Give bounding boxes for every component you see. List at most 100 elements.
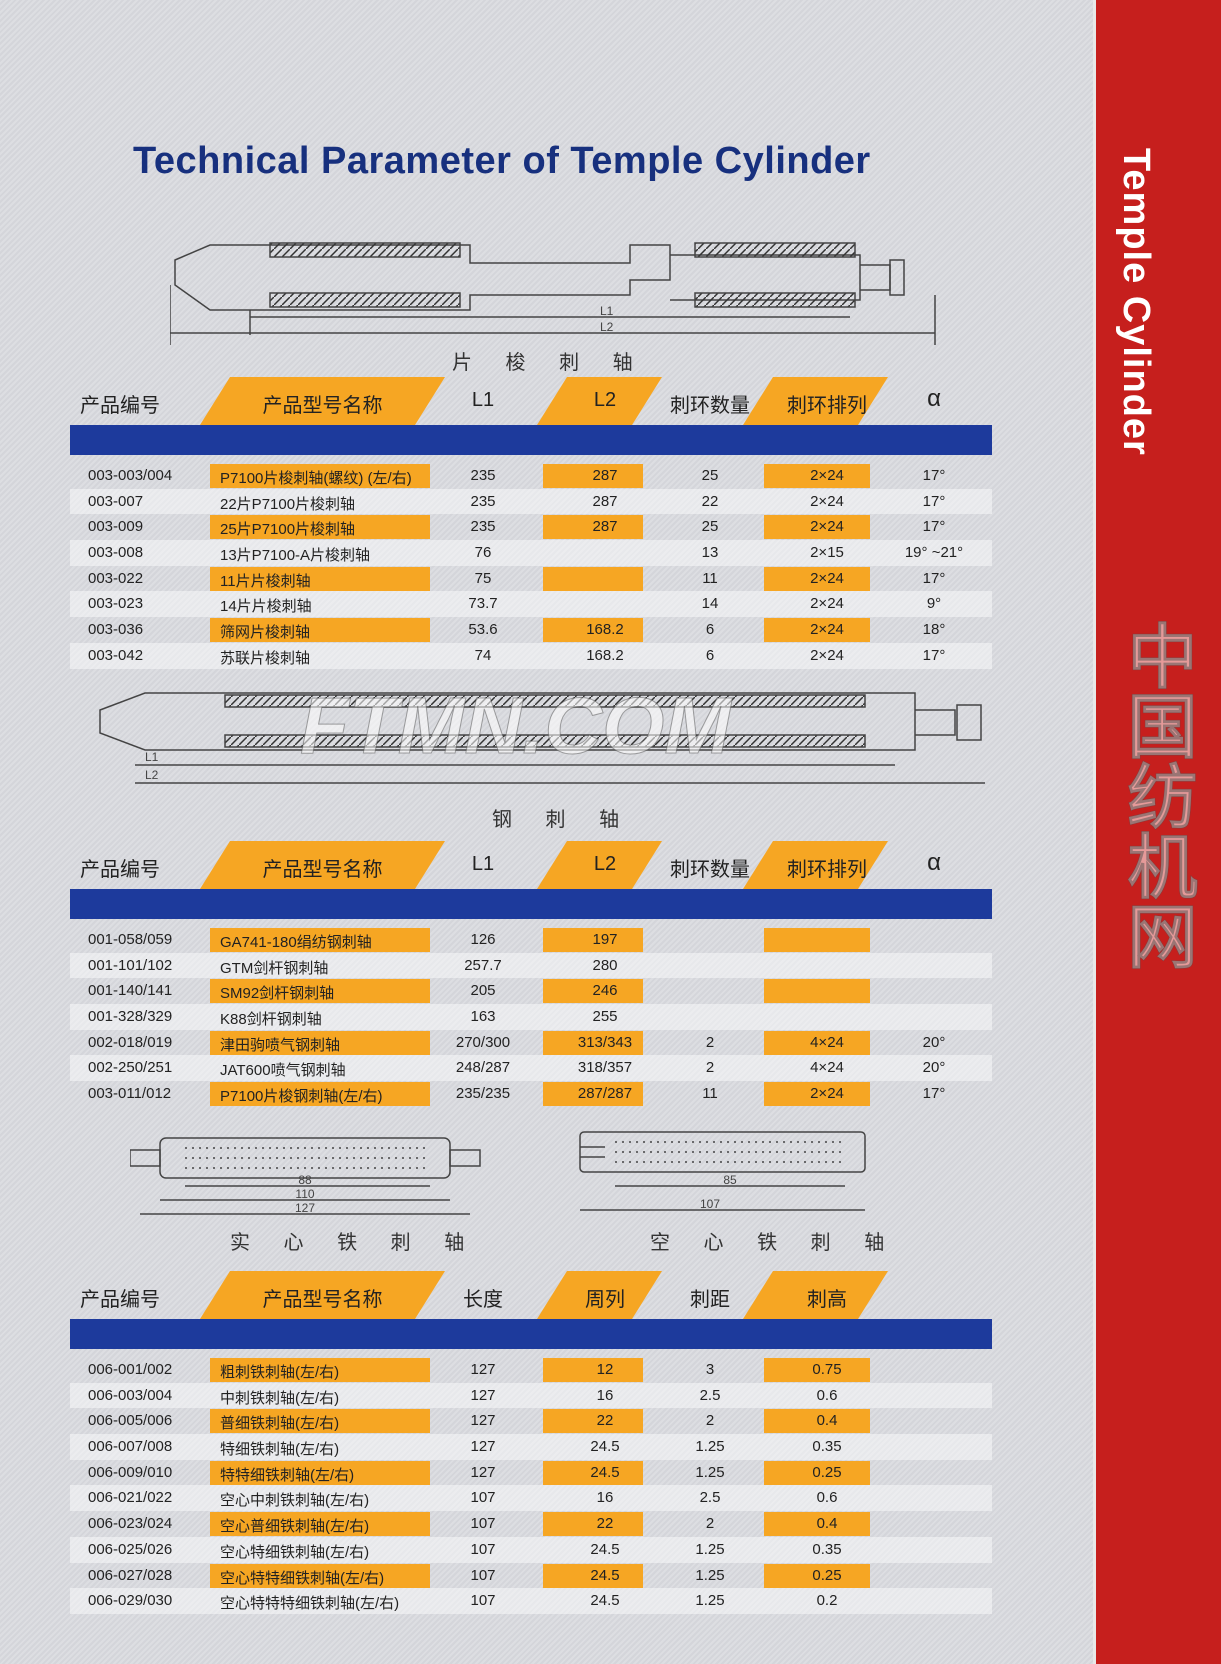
column-header: L2 xyxy=(593,853,617,875)
cell-value: 107 xyxy=(470,1566,496,1584)
cell-value: 74 xyxy=(474,646,492,664)
product-name: 苏联片梭刺轴 xyxy=(220,649,311,667)
cell-highlight xyxy=(543,1460,643,1485)
cell-value: 2×24 xyxy=(810,646,844,664)
cell-value: 107 xyxy=(470,1592,496,1610)
cell-highlight xyxy=(543,928,643,952)
cell-highlight xyxy=(543,979,643,1004)
cell-highlight xyxy=(543,1030,643,1055)
table-row: 006-021/022 空心中刺铁刺轴(左/右) 107 16 2.5 0.6 xyxy=(70,1485,992,1512)
cell-value: 2×24 xyxy=(810,467,844,484)
cell-highlight xyxy=(543,1409,643,1434)
cell-value: 0.6 xyxy=(816,1386,838,1404)
product-name: 11片片梭刺轴 xyxy=(220,572,311,590)
cell-value: 248/287 xyxy=(455,1059,511,1077)
cell-value: 1.25 xyxy=(695,1540,725,1558)
product-name: 特特细铁刺轴(左/右) xyxy=(220,1466,355,1484)
product-code: 003-011/012 xyxy=(88,1085,172,1103)
cell-highlight xyxy=(764,618,870,643)
product-code: 003-008 xyxy=(88,544,144,562)
table-row: 001-140/141 SM92剑杆钢刺轴 205 246 xyxy=(70,978,992,1004)
cell-highlight xyxy=(764,1563,870,1588)
cell-value: 2.5 xyxy=(699,1489,721,1507)
table-row: 002-018/019 津田驹喷气钢刺轴 270/300 313/343 2 4×24 20… xyxy=(70,1030,992,1056)
product-code: 003-036 xyxy=(88,621,144,639)
page-background xyxy=(0,0,1093,1664)
side-title: Temple Cylinder xyxy=(1115,148,1157,456)
product-code: 003-003/004 xyxy=(88,467,173,484)
product-name: 粗刺铁刺轴(左/右) xyxy=(220,1364,340,1381)
cell-value: 107 xyxy=(470,1489,496,1507)
table-header: 产品编号 产品型号名称 长度 周列 刺距 刺高 xyxy=(70,1271,992,1319)
product-code: 006-029/030 xyxy=(88,1592,173,1610)
cell-value: 2×24 xyxy=(810,621,844,639)
column-header: 刺环数量 xyxy=(670,395,750,417)
cell-value: 12 xyxy=(596,1361,614,1378)
cell-highlight xyxy=(543,515,643,540)
cell-highlight xyxy=(543,1512,643,1537)
cell-highlight xyxy=(210,979,430,1004)
cell-highlight xyxy=(764,1460,870,1485)
product-code: 003-007 xyxy=(88,492,144,510)
cell-highlight xyxy=(764,1082,870,1107)
steel-cylinder-drawing: L1 L2 xyxy=(99,692,985,784)
product-code: 006-027/028 xyxy=(88,1566,173,1584)
cell-highlight xyxy=(543,464,643,488)
hollow-iron-cylinder-drawing: 85 107 xyxy=(579,1131,866,1211)
cell-highlight xyxy=(764,566,870,591)
column-header: L1 xyxy=(471,853,495,875)
table-row: 003-009 25片P7100片梭刺轴 235 287 25 2×24 17° xyxy=(70,514,992,540)
solid-iron-caption: 实 心 铁 刺 轴 xyxy=(230,1232,479,1254)
cell-highlight xyxy=(543,566,643,591)
cell-highlight xyxy=(210,464,430,488)
product-code: 001-058/059 xyxy=(88,931,173,948)
cell-value: 18° xyxy=(922,621,946,639)
table-row: 006-023/024 空心普细铁刺轴(左/右) 107 22 2 0.4 xyxy=(70,1511,992,1537)
cell-value: 6 xyxy=(705,646,715,664)
cell-highlight xyxy=(210,1082,430,1107)
dim-85: 85 xyxy=(723,1173,737,1187)
cell-value: 22 xyxy=(596,1412,614,1430)
cell-value: 2 xyxy=(705,1412,715,1430)
table-row: 006-005/006 普细铁刺轴(左/右) 127 22 2 0.4 xyxy=(70,1408,992,1434)
product-name: P7100片梭刺轴(螺纹) (左/右) xyxy=(220,470,412,487)
table-row: 003-022 11片片梭刺轴 75 11 2×24 17° xyxy=(70,566,992,592)
header-bar xyxy=(70,889,992,919)
cell-highlight xyxy=(210,1409,430,1434)
table-row: 006-025/026 空心特细铁刺轴(左/右) 107 24.5 1.25 0.35 xyxy=(70,1536,992,1563)
dim-88: 88 xyxy=(298,1173,312,1187)
cell-value: 2.5 xyxy=(699,1386,721,1404)
cell-value: 168.2 xyxy=(586,621,624,639)
cell-value: 19° ~21° xyxy=(904,544,964,562)
cell-value: 4×24 xyxy=(810,1059,844,1077)
cell-value: 235 xyxy=(470,518,496,536)
cell-value: 25 xyxy=(701,518,719,536)
product-name: GTM剑杆钢刺轴 xyxy=(220,959,329,977)
column-header: 产品编号 xyxy=(80,859,160,881)
cell-value: 14 xyxy=(701,595,719,613)
column-header: 刺环数量 xyxy=(670,859,750,881)
column-header: 产品型号名称 xyxy=(262,859,383,881)
blade-caption: 片 梭 刺 轴 xyxy=(452,352,647,374)
cell-value: 9° xyxy=(926,595,942,613)
cell-value: 1.25 xyxy=(695,1566,725,1584)
product-name: 筛网片梭刺轴 xyxy=(220,624,311,642)
dim-l2: L2 xyxy=(145,768,159,782)
product-code: 006-009/010 xyxy=(88,1463,173,1481)
product-name: 14片片梭刺轴 xyxy=(220,598,312,616)
product-code: 003-023 xyxy=(88,595,144,613)
product-name: 空心特特细铁刺轴(左/右) xyxy=(220,1569,385,1587)
table-header: 产品编号 产品型号名称 L1 L2 刺环数量 刺环排列 α xyxy=(70,377,992,425)
cell-highlight xyxy=(764,979,870,1004)
table-row: 003-036 筛网片梭刺轴 53.6 168.2 6 2×24 18° xyxy=(70,617,992,643)
cell-value: 107 xyxy=(470,1515,496,1533)
table-row: 006-003/004 中刺铁刺轴(左/右) 127 16 2.5 0.6 xyxy=(70,1382,992,1409)
column-header: 刺距 xyxy=(690,1289,730,1311)
cell-highlight xyxy=(210,928,430,952)
product-code: 003-042 xyxy=(88,646,144,664)
dim-107: 107 xyxy=(700,1197,720,1211)
table-row: 001-101/102 GTM剑杆钢刺轴 257.7 280 xyxy=(70,952,992,979)
cell-highlight xyxy=(210,1512,430,1537)
cell-highlight xyxy=(210,1030,430,1055)
cell-value: 127 xyxy=(470,1463,496,1481)
